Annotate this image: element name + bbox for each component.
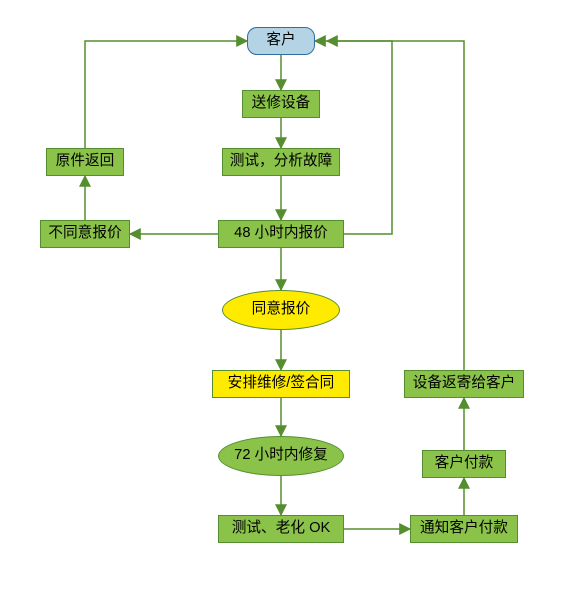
- node-quote48: 48 小时内报价: [218, 220, 344, 248]
- node-test_analyze: 测试，分析故障: [222, 148, 340, 176]
- flowchart-canvas: 客户送修设备测试，分析故障 48 小时内报价 原件返回不同意报价同意报价安排维修/签…: [0, 0, 568, 613]
- node-label: 客户: [266, 32, 295, 50]
- node-label: 48 小时内报价: [234, 225, 328, 243]
- node-label: 通知客户付款: [420, 520, 508, 538]
- node-label: 设备返寄给客户: [413, 375, 516, 393]
- node-customer_pay: 客户付款: [422, 450, 506, 478]
- node-disagree: 不同意报价: [40, 220, 130, 248]
- node-test_ok: 测试、老化 OK: [218, 515, 344, 543]
- node-label: 原件返回: [56, 153, 115, 171]
- edge-return_device-to-customer: [327, 41, 464, 370]
- edge-return_parts-to-customer: [85, 41, 247, 148]
- node-send_repair: 送修设备: [242, 90, 320, 118]
- node-label: 不同意报价: [48, 225, 121, 243]
- node-customer: 客户: [247, 27, 315, 55]
- node-return_device: 设备返寄给客户: [404, 370, 524, 398]
- node-label: 安排维修/签合同: [228, 375, 335, 393]
- node-repair72: 72 小时内修复: [218, 436, 344, 476]
- node-label: 送修设备: [252, 95, 311, 113]
- node-label: 测试、老化 OK: [232, 520, 331, 538]
- node-agree: 同意报价: [222, 290, 340, 330]
- node-label: 72 小时内修复: [234, 447, 328, 465]
- node-arrange: 安排维修/签合同: [212, 370, 350, 398]
- node-label: 测试，分析故障: [230, 153, 333, 171]
- node-notify_pay: 通知客户付款: [410, 515, 518, 543]
- node-label: 客户付款: [435, 455, 494, 473]
- node-return_parts: 原件返回: [46, 148, 124, 176]
- edge-quote48-to-customer: [315, 41, 392, 234]
- node-label: 同意报价: [252, 301, 311, 319]
